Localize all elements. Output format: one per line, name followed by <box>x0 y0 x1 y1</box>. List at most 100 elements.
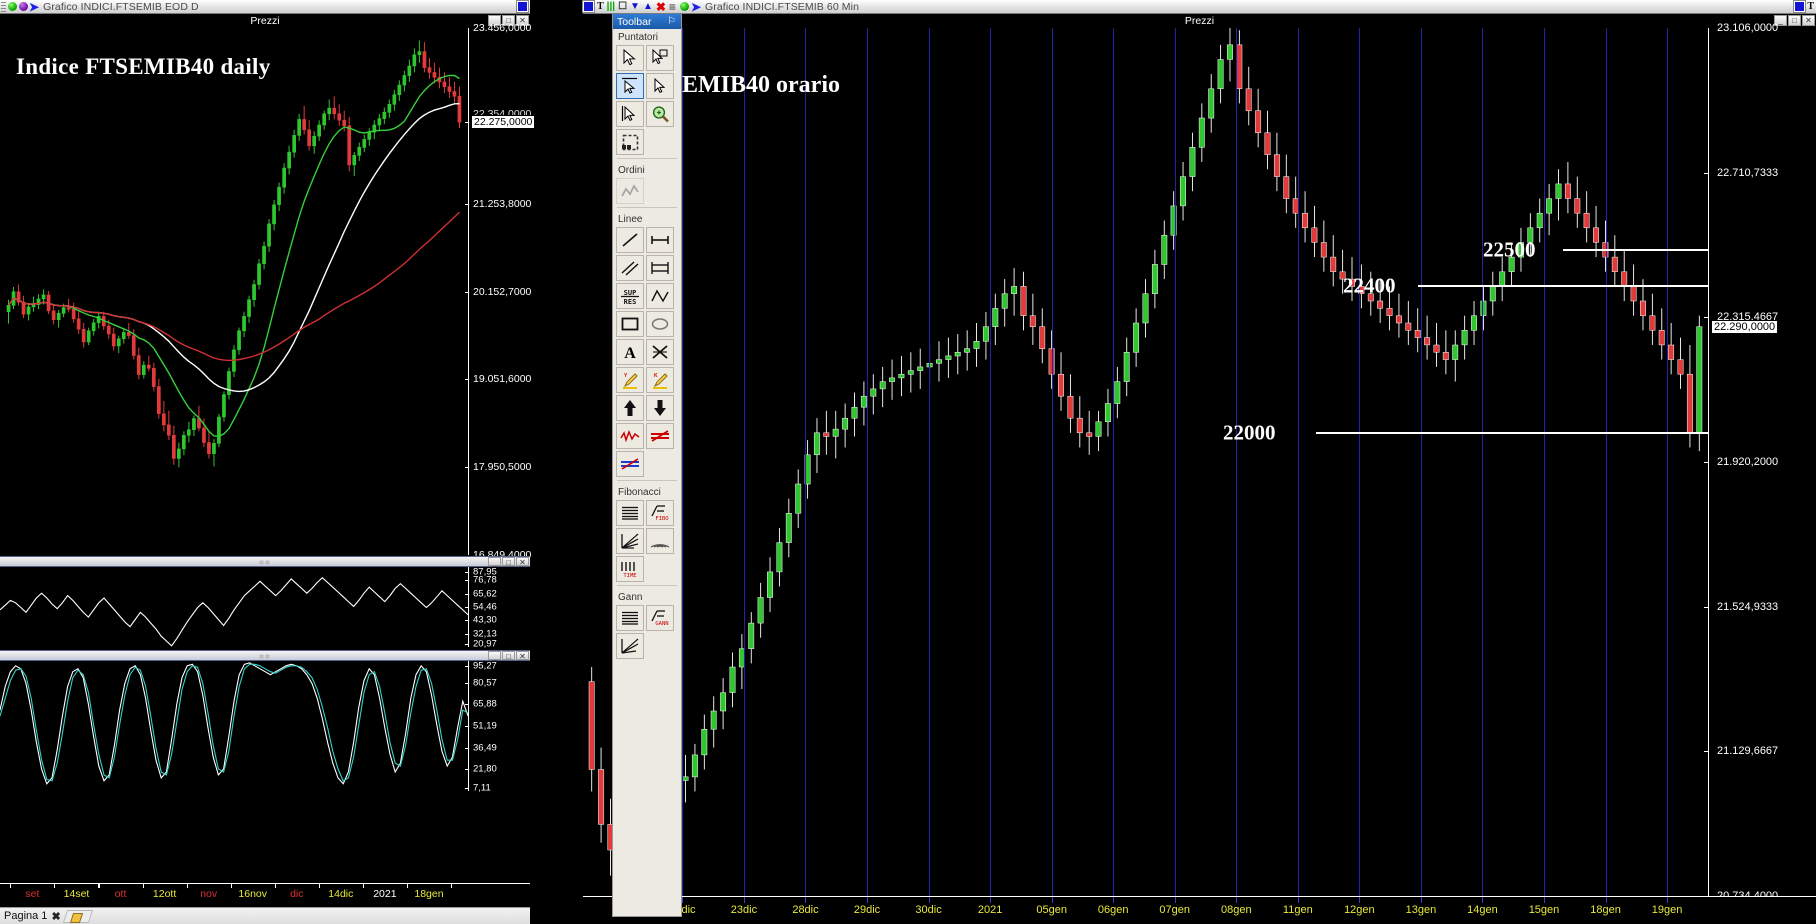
stoch-minimize-icon[interactable]: _ <box>488 651 501 661</box>
minimize-icon[interactable]: _ <box>1774 15 1787 26</box>
stoch-maximize-icon[interactable]: □ <box>502 651 515 661</box>
date-tick <box>1420 897 1422 903</box>
orders-tool-button[interactable] <box>616 178 644 204</box>
rsi-maximize-icon[interactable]: □ <box>502 557 515 567</box>
rsi-subchart-buttons[interactable]: _ □ ✕ <box>488 557 529 567</box>
vertical-grid-line <box>1236 28 1238 896</box>
rsi-subchart-header[interactable]: ■■ _ □ ✕ <box>0 556 530 567</box>
rsi-subchart-body[interactable]: 87,95 76,78 65,62 54,46 43,30 32,13 20,97 <box>0 567 530 650</box>
delete-icon[interactable]: ✖ <box>655 0 666 14</box>
maximize-icon[interactable]: □ <box>1788 15 1801 26</box>
strikeout-red-tool-button[interactable] <box>646 423 674 449</box>
gann-extension-tool-button[interactable]: GANN <box>646 605 674 631</box>
stochastic-subchart-header[interactable]: ■■ _ □ ✕ <box>0 650 530 661</box>
cross-tool-button[interactable] <box>646 339 674 365</box>
left-price-chart[interactable]: Indice FTSEMIB40 daily 23.456,0000 21.253… <box>0 22 536 561</box>
freehand-tool-button[interactable] <box>616 423 644 449</box>
fibonacci-arcs-tool-button[interactable] <box>646 528 674 554</box>
right-price-chart[interactable]: FTSEMIB40 orario 22500 22400 22000 23.106,… <box>583 22 1816 902</box>
pointer-measure-tool-button[interactable] <box>616 101 644 127</box>
rsi-close-icon[interactable]: ✕ <box>516 557 529 567</box>
toolbar-titlebar[interactable]: Toolbar ⚐ <box>613 14 681 29</box>
gann-fan-tool-button[interactable] <box>616 633 644 659</box>
text-tool-icon-2[interactable]: T <box>1807 0 1814 12</box>
play-arrow-icon[interactable]: ➤ <box>29 0 40 14</box>
page-close-icon[interactable]: ✖ <box>51 910 61 923</box>
text-tool-button[interactable]: A <box>616 339 644 365</box>
horizontal-line-tool-button[interactable] <box>646 227 674 253</box>
left-date-axis[interactable]: set 14set ott 12ott nov 16nov dic 14dic 2021 18ge… <box>0 883 530 905</box>
left-chart-plot[interactable] <box>0 28 468 555</box>
stoch-close-icon[interactable]: ✕ <box>516 651 529 661</box>
close-icon[interactable]: ✕ <box>1802 15 1815 26</box>
pointer-plain-tool-button[interactable] <box>646 73 674 99</box>
date-tick-label: nov <box>200 888 218 900</box>
left-status-bar[interactable]: Pagina 1 ✖ <box>0 907 530 924</box>
right-window-title: Grafico INDICI.FTSEMIB 60 Min <box>705 0 860 13</box>
pin-icon[interactable]: ⚐ <box>667 16 676 27</box>
right-titlebar-icons[interactable]: T ||| ☐ ▼ ▲ ✖ ≡ <box>582 0 676 14</box>
rsi-plot[interactable] <box>0 567 468 647</box>
pencil-yellow-tool-button[interactable]: Y <box>616 367 644 393</box>
drag-grip-icon[interactable] <box>1 1 6 12</box>
minimize-icon[interactable]: _ <box>488 15 501 26</box>
left-window-titlebar[interactable]: ➤ Grafico INDICI.FTSEMIB EOD D <box>0 0 530 14</box>
chevron-down-icon[interactable]: ▼ <box>630 0 640 12</box>
left-price-axis[interactable]: 23.456,0000 21.253,8000 20.152,7000 19.051,… <box>465 22 536 561</box>
rectangle-tool-button[interactable] <box>616 311 644 337</box>
right-window-titlebar[interactable]: T ||| ☐ ▼ ▲ ✖ ≡ ➤ Grafico INDICI.FTSEMIB… <box>582 0 1816 14</box>
zoom-tool-button[interactable] <box>646 101 674 127</box>
price-level-line[interactable] <box>1316 431 1708 434</box>
arrow-up-tool-button[interactable] <box>616 395 644 421</box>
menu-icon[interactable]: ≡ <box>668 0 676 14</box>
gann-lines-tool-button[interactable] <box>616 605 644 631</box>
price-level-line[interactable] <box>1563 248 1708 251</box>
pointer-arrow-tool-button[interactable] <box>616 73 644 99</box>
linee-group: SUP RES A Y K <box>613 227 681 477</box>
pencil-red-tool-button[interactable]: K <box>646 367 674 393</box>
strikeout-blue-tool-button[interactable] <box>616 451 644 477</box>
price-tick <box>1704 606 1709 608</box>
channel-tool-button[interactable] <box>646 255 674 281</box>
new-page-icon[interactable] <box>62 909 93 923</box>
right-date-axis[interactable]: dic22dic23dic28dic29dic30dic202105gen06g… <box>583 896 1816 924</box>
pointer-tool-button[interactable] <box>616 45 644 71</box>
pointer-select-tool-button[interactable] <box>646 45 674 71</box>
blue-square-icon[interactable] <box>516 0 529 13</box>
stochastic-plot[interactable] <box>0 661 468 791</box>
left-window-controls[interactable] <box>516 0 529 13</box>
text-tool-icon[interactable]: T <box>597 0 604 12</box>
parallel-line-tool-button[interactable] <box>616 255 644 281</box>
window-icon[interactable]: ☐ <box>618 0 628 12</box>
rsi-minimize-icon[interactable]: _ <box>488 557 501 567</box>
close-icon[interactable]: ✕ <box>516 15 529 26</box>
right-caption-buttons[interactable]: _ □ ✕ <box>1774 15 1815 26</box>
right-chart-plot[interactable]: 22500 22400 22000 <box>583 28 1708 896</box>
blue-square-icon[interactable] <box>582 0 595 13</box>
fibonacci-retracement-tool-button[interactable] <box>616 500 644 526</box>
fibonacci-time-tool-button[interactable]: TIME <box>616 556 644 582</box>
maximize-icon[interactable]: □ <box>502 15 515 26</box>
right-window-controls[interactable]: T <box>1793 0 1814 13</box>
right-price-axis[interactable]: 23.106,0000 22.710,7333 22.315,4667 21.920,… <box>1704 22 1816 902</box>
blue-square-icon-2[interactable] <box>1793 0 1807 13</box>
date-tick <box>98 884 100 888</box>
support-resistance-tool-button[interactable]: SUP RES <box>616 283 644 309</box>
trendline-tool-button[interactable] <box>616 227 644 253</box>
ellipse-tool-button[interactable] <box>646 311 674 337</box>
fibonacci-fan-tool-button[interactable] <box>616 528 644 554</box>
play-arrow-icon[interactable]: ➤ <box>690 0 701 14</box>
indicator-tick-label: 20,97 <box>473 638 497 650</box>
stochastic-subchart-body[interactable]: 95,27 80,57 65,88 51,19 36,49 21,80 7,11 <box>0 661 530 794</box>
price-level-line[interactable] <box>1418 285 1708 288</box>
vertical-grid-line <box>1482 28 1484 896</box>
bars-icon[interactable]: ||| <box>606 0 616 12</box>
left-caption-buttons[interactable]: _ □ ✕ <box>488 15 529 26</box>
date-tick-label: 08gen <box>1220 904 1252 916</box>
arrow-down-tool-button[interactable] <box>646 395 674 421</box>
marquee-select-tool-button[interactable] <box>616 129 644 155</box>
stochastic-subchart-buttons[interactable]: _ □ ✕ <box>488 651 529 661</box>
zigzag-tool-button[interactable] <box>646 283 674 309</box>
fibonacci-extension-tool-button[interactable]: FIBO <box>646 500 674 526</box>
chevron-up-icon[interactable]: ▲ <box>642 0 653 12</box>
